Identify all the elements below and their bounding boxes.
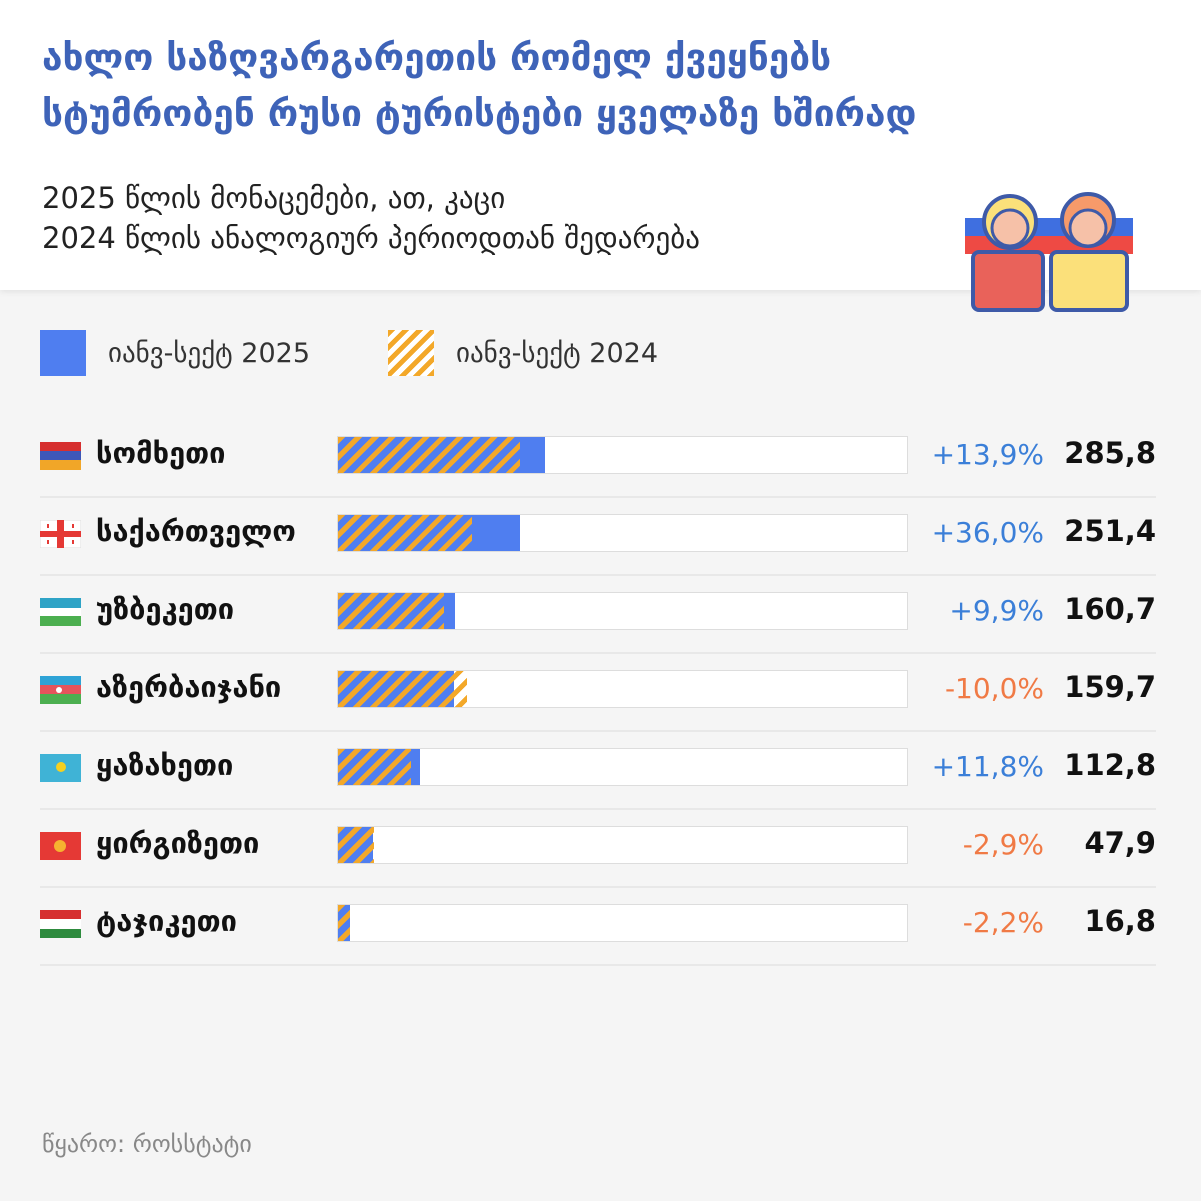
title-line-1: ახლო საზღვარგარეთის რომელ ქვეყნებს <box>42 36 832 79</box>
header: ახლო საზღვარგარეთის რომელ ქვეყნებს სტუმრ… <box>0 0 1201 312</box>
change-label: +9,9% <box>949 594 1044 627</box>
bar-track <box>337 904 908 942</box>
value-label: 47,9 <box>1084 826 1156 860</box>
legend: იანვ-სექტ 2025 იანვ-სექტ 2024 <box>40 330 658 376</box>
bar-track <box>337 436 908 474</box>
bar-2024 <box>338 827 374 863</box>
bar-track <box>337 826 908 864</box>
flag-tajikistan-icon <box>40 910 81 938</box>
bar-track <box>337 748 908 786</box>
legend-label-2025: იანვ-სექტ 2025 <box>108 337 310 369</box>
legend-swatch-2025 <box>40 330 86 376</box>
country-label: ყირგიზეთი <box>96 826 260 860</box>
subtitle-line-1: 2025 წლის მონაცემები, ათ, კაცი <box>42 181 506 215</box>
tourists-illustration-icon <box>965 192 1133 312</box>
change-label: +36,0% <box>931 516 1044 549</box>
change-label: +11,8% <box>931 750 1044 783</box>
legend-swatch-2024 <box>388 330 434 376</box>
change-label: -2,9% <box>962 828 1044 861</box>
country-label: უზბეკეთი <box>96 592 235 626</box>
bar-row: ყაზახეთი +11,8% 112,8 <box>40 730 1156 810</box>
bar-row: ტაჯიკეთი -2,2% 16,8 <box>40 886 1156 966</box>
value-label: 159,7 <box>1064 670 1156 704</box>
value-label: 251,4 <box>1064 514 1156 548</box>
bar-2024 <box>338 515 473 551</box>
flag-armenia-icon <box>40 442 81 470</box>
country-label: ყაზახეთი <box>96 748 234 782</box>
country-label: ტაჯიკეთი <box>96 904 237 938</box>
subtitle-line-2: 2024 წლის ანალოგიურ პერიოდთან შედარება <box>42 221 700 255</box>
change-label: -2,2% <box>962 906 1044 939</box>
bar-row: უზბეკეთი +9,9% 160,7 <box>40 574 1156 654</box>
flag-uzbekistan-icon <box>40 598 81 626</box>
value-label: 112,8 <box>1064 748 1156 782</box>
chart-subtitle: 2025 წლის მონაცემები, ათ, კაცი 2024 წლის… <box>42 178 700 258</box>
country-label: აზერბაიჯანი <box>96 670 282 704</box>
bar-track <box>337 670 908 708</box>
title-line-2: სტუმრობენ რუსი ტურისტები ყველაზე ხშირად <box>42 92 917 135</box>
country-label: სომხეთი <box>96 436 226 470</box>
bar-row: სომხეთი +13,9% 285,8 <box>40 418 1156 498</box>
chart-title: ახლო საზღვარგარეთის რომელ ქვეყნებს სტუმრ… <box>42 30 916 142</box>
value-label: 285,8 <box>1064 436 1156 470</box>
bar-2024 <box>338 671 467 707</box>
bar-row: ყირგიზეთი -2,9% 47,9 <box>40 808 1156 888</box>
source-note: წყარო: როსსტატი <box>42 1130 252 1158</box>
bar-track <box>337 514 908 552</box>
flag-azerbaijan-icon <box>40 676 81 704</box>
country-label: საქართველო <box>96 514 296 548</box>
bar-track <box>337 592 908 630</box>
bar-row: საქართველო +36,0% 251,4 <box>40 496 1156 576</box>
bar-2024 <box>338 905 351 941</box>
bar-row: აზერბაიჯანი -10,0% 159,7 <box>40 652 1156 732</box>
value-label: 16,8 <box>1084 904 1156 938</box>
flag-georgia-icon <box>40 520 81 548</box>
bar-2024 <box>338 593 445 629</box>
flag-kyrgyzstan-icon <box>40 832 81 860</box>
flag-kazakhstan-icon <box>40 754 81 782</box>
change-label: +13,9% <box>931 438 1044 471</box>
bar-2024 <box>338 437 521 473</box>
value-label: 160,7 <box>1064 592 1156 626</box>
change-label: -10,0% <box>944 672 1044 705</box>
bar-2024 <box>338 749 412 785</box>
legend-label-2024: იანვ-სექტ 2024 <box>456 337 658 369</box>
